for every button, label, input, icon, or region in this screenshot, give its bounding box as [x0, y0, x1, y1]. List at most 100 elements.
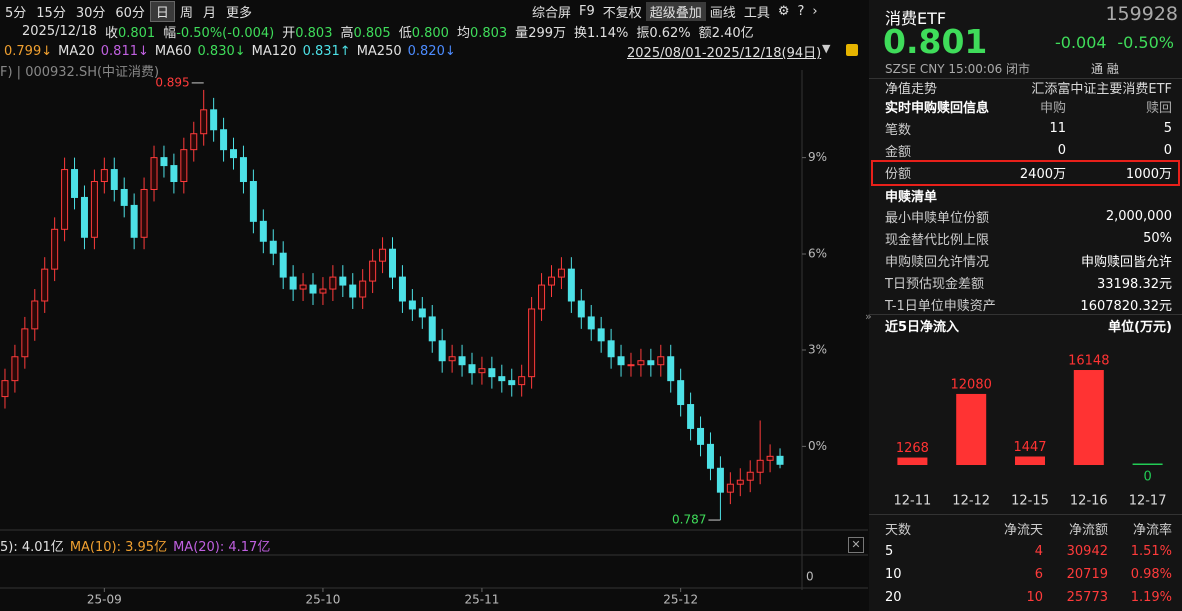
- realtime-row: 份额 2400万 1000万: [885, 162, 1174, 182]
- highlight-box: [871, 160, 1180, 186]
- period-button[interactable]: 月: [202, 5, 216, 21]
- tool-button[interactable]: 综合屏: [532, 5, 572, 21]
- ma-name: MA120: [251, 43, 297, 59]
- icon-button[interactable]: ?: [797, 3, 805, 19]
- quote-item: 振0.62%: [636, 22, 690, 41]
- tool-button[interactable]: 不复权: [602, 5, 642, 21]
- candle-body: [130, 204, 138, 238]
- fund-name: 消费ETF: [885, 9, 947, 28]
- period-toolbar: 5分 15分 30分 60分日周月更多: [0, 0, 257, 22]
- list-row: T-1日单位申赎资产 1607820.32元: [885, 294, 1174, 314]
- collapse-arrow[interactable]: »: [865, 310, 872, 323]
- date-range[interactable]: 2025/08/01-2025/12/18(94日): [627, 46, 822, 61]
- quote-item: 收0.801: [105, 22, 155, 41]
- quote-item-value: 0.803: [469, 25, 508, 41]
- candle-body: [71, 169, 79, 198]
- period-button[interactable]: 5分: [5, 5, 27, 21]
- lock-icon[interactable]: [846, 44, 858, 56]
- tool-button[interactable]: 工具: [743, 5, 770, 21]
- candle-body: [339, 276, 347, 286]
- icon-button[interactable]: ›: [812, 3, 818, 19]
- quote-item-label: 换: [574, 25, 588, 41]
- quote-item-value: 0.62%: [649, 25, 691, 41]
- candle-body: [11, 356, 19, 382]
- flow-row: 20 10 25773 1.19%: [885, 587, 1174, 607]
- candle-body: [329, 276, 337, 290]
- flow-row: 10 6 20719 0.98%: [885, 564, 1174, 584]
- period-button[interactable]: 日: [149, 0, 175, 22]
- change: -0.004: [1055, 33, 1107, 52]
- candle-body: [200, 109, 208, 135]
- candle-body: [289, 276, 297, 290]
- tool-toolbar: 综合屏 F9 不复权 超级叠加 画线 工具 ⚙? ›: [528, 0, 822, 22]
- candle-body: [389, 248, 396, 278]
- quote-item-label: 开: [282, 25, 296, 41]
- flow-value: 0.98%: [1130, 566, 1172, 582]
- candle-body: [697, 427, 705, 445]
- row-value: 2,000,000: [1105, 208, 1172, 224]
- period-button[interactable]: 更多: [225, 5, 252, 21]
- change-pct: -0.50%: [1117, 33, 1174, 52]
- candle-body: [528, 308, 536, 378]
- candle-body: [687, 404, 695, 429]
- x-tick-label: 25-09: [87, 593, 122, 607]
- candle-body: [31, 300, 39, 330]
- candle-body: [716, 467, 724, 493]
- tool-button[interactable]: 画线: [709, 5, 736, 21]
- candle-body: [140, 188, 148, 238]
- candle-body: [597, 328, 605, 342]
- flow-unit: 单位(万元): [1108, 319, 1172, 335]
- candle-body: [478, 368, 486, 374]
- period-button[interactable]: 周: [179, 5, 193, 21]
- candle-body: [587, 316, 595, 330]
- candle-body: [249, 181, 257, 222]
- flow-chart: 1268 12-11 12080 12-12 1447 12-15 16148 12-16 0 1…: [894, 354, 1167, 509]
- period-button[interactable]: 15分: [36, 5, 66, 21]
- x-tick-label: 12-16: [1070, 494, 1108, 509]
- quote-item-value: 1.14%: [587, 25, 629, 41]
- candle-body: [41, 268, 49, 302]
- quote-item-label: 幅: [163, 25, 177, 41]
- candle-body: [637, 360, 645, 366]
- ma-name: MA20: [58, 43, 95, 59]
- candle-body: [100, 169, 108, 183]
- row-label: 金额: [885, 144, 912, 160]
- row-value: 33198.32元: [1096, 276, 1172, 292]
- candle-body: [617, 356, 625, 366]
- ma-value: 0.811↓: [100, 43, 149, 59]
- quote-item: 均0.803: [457, 22, 507, 41]
- quote-item-label: 收: [104, 25, 118, 41]
- quote-item: 高0.805: [340, 22, 390, 41]
- period-button[interactable]: 30分: [75, 5, 106, 21]
- price: 0.801: [883, 22, 988, 61]
- period-button[interactable]: 60分: [115, 5, 145, 21]
- row-label: 申购赎回允许情况: [885, 254, 990, 270]
- row-value: 1000万: [1125, 166, 1172, 182]
- icon-button[interactable]: ⚙: [777, 3, 790, 19]
- bar-value-label: 0: [1143, 470, 1151, 485]
- candle-body: [657, 356, 665, 366]
- candle-body: [408, 300, 416, 310]
- range-toggle[interactable]: ▼: [822, 42, 831, 55]
- candle-body: [379, 248, 387, 262]
- quote-item-value: 0.800: [411, 25, 449, 41]
- candle-body: [299, 284, 307, 290]
- quote-item: 低0.800: [399, 22, 449, 41]
- column-header: 申购: [1039, 100, 1066, 116]
- candle-body: [369, 260, 377, 282]
- candle-body: [21, 328, 29, 358]
- candle-body: [607, 340, 615, 358]
- candle-body: [766, 455, 774, 461]
- bar-value-label: 1268: [896, 441, 929, 456]
- candle-body: [170, 165, 178, 183]
- ma-value: 0.831↑: [302, 43, 351, 59]
- candle-body: [90, 181, 98, 238]
- tool-button[interactable]: 超级叠加: [645, 1, 706, 21]
- close-button[interactable]: ✕: [848, 537, 864, 553]
- ma-value: 0.799↓: [4, 43, 53, 59]
- tool-button[interactable]: F9: [579, 3, 595, 19]
- nav-value[interactable]: 汇添富中证主要消费ETF: [1031, 81, 1172, 97]
- list-row: T日预估现金差额 33198.32元: [885, 272, 1174, 292]
- flow-value: 4: [1034, 543, 1043, 559]
- x-tick-label: 25-12: [663, 593, 698, 607]
